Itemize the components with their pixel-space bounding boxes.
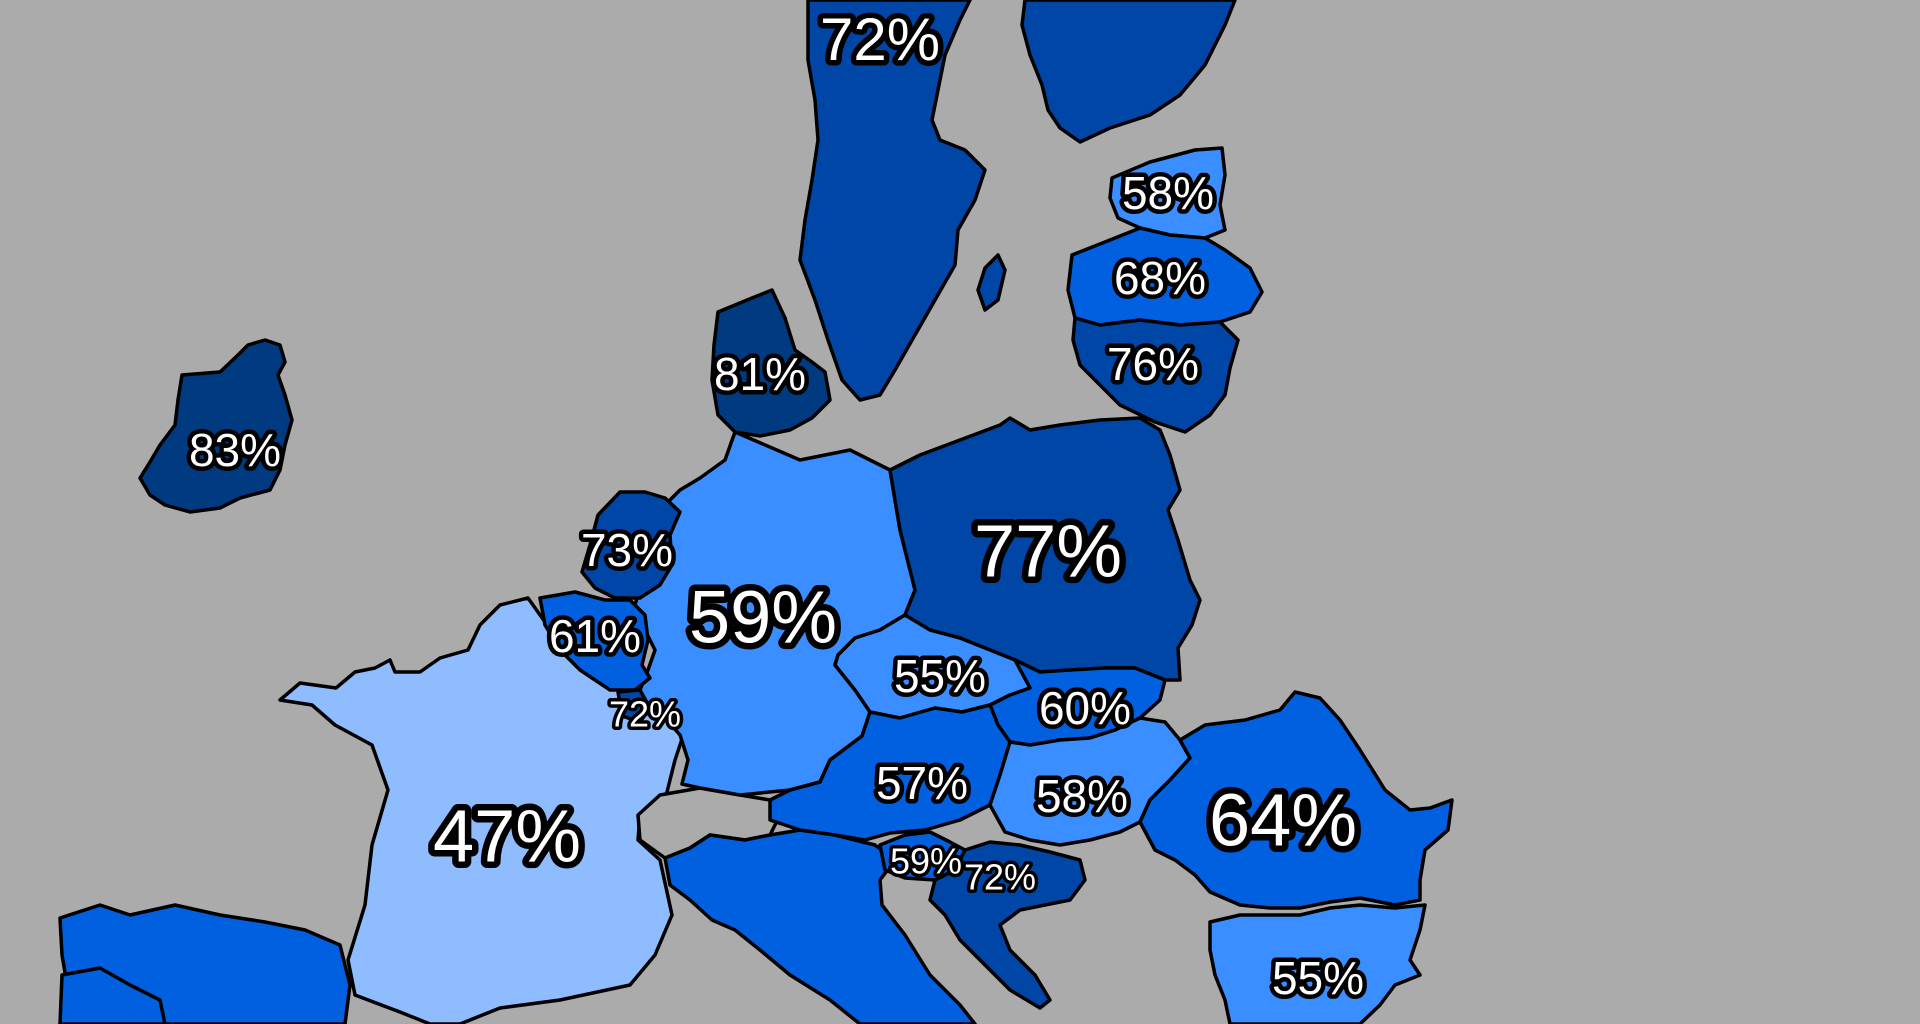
region-portugal[interactable] xyxy=(58,966,167,1024)
label-lithuania: 76% xyxy=(1107,338,1199,390)
region-denmark[interactable] xyxy=(710,288,832,438)
label-latvia: 68% xyxy=(1114,252,1206,304)
region-bulgaria[interactable] xyxy=(1208,903,1427,1024)
region-luxembourg[interactable] xyxy=(616,688,652,724)
label-bulgaria: 55% xyxy=(1272,952,1364,1004)
label-czechia: 55% xyxy=(894,650,986,702)
region-austria[interactable] xyxy=(768,703,1012,842)
label-ireland: 83% xyxy=(189,424,281,476)
region-croatia[interactable] xyxy=(928,840,1087,1010)
label-hungary: 58% xyxy=(1036,770,1128,822)
label-luxembourg: 72% xyxy=(609,694,681,735)
region-norway[interactable] xyxy=(798,0,987,402)
region-belgium[interactable] xyxy=(538,590,652,692)
label-poland: 77% xyxy=(974,510,1122,593)
region-italy[interactable] xyxy=(663,828,977,1024)
label-croatia: 72% xyxy=(964,857,1036,898)
label-estonia: 58% xyxy=(1122,167,1214,219)
label-denmark: 81% xyxy=(714,348,806,400)
region-finland[interactable] xyxy=(1020,0,1237,144)
label-austria: 57% xyxy=(876,757,968,809)
label-slovenia: 59% xyxy=(890,841,962,882)
label-netherlands: 73% xyxy=(581,524,673,576)
label-belgium: 61% xyxy=(549,610,641,662)
label-germany: 59% xyxy=(689,576,837,659)
region-gotland[interactable] xyxy=(976,253,1007,312)
region-romania[interactable] xyxy=(1138,690,1454,910)
region-lithuania[interactable] xyxy=(1071,316,1240,434)
region-netherlands[interactable] xyxy=(580,490,682,600)
label-france: 47% xyxy=(433,795,581,878)
label-norway: 72% xyxy=(820,6,940,73)
region-estonia[interactable] xyxy=(1108,146,1227,240)
region-ireland[interactable] xyxy=(138,338,294,514)
label-slovakia: 60% xyxy=(1039,682,1131,734)
label-romania: 64% xyxy=(1209,779,1357,862)
